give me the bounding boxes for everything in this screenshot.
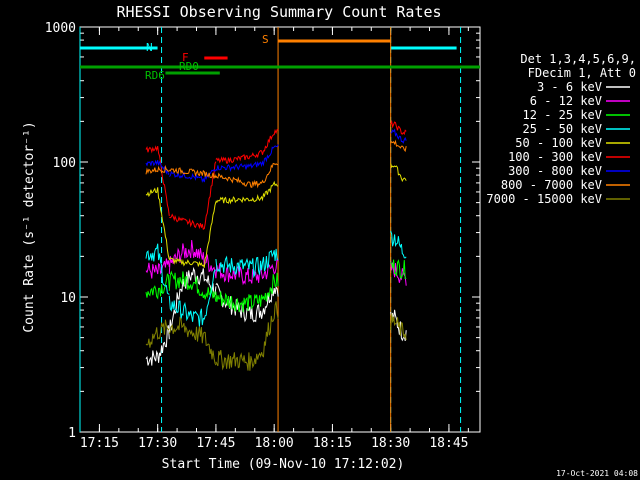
series-line-1 bbox=[215, 257, 279, 286]
legend-header-line-1: Det 1,3,4,5,6,9, bbox=[520, 52, 636, 66]
series-line-5 bbox=[390, 120, 407, 136]
legend-label: 300 - 800 keV bbox=[508, 164, 602, 178]
x-tick-label: 17:15 bbox=[80, 436, 119, 451]
legend-label: 6 - 12 keV bbox=[530, 94, 602, 108]
series-line-7 bbox=[215, 162, 279, 189]
series-line-7 bbox=[390, 139, 407, 153]
series-line-7 bbox=[145, 164, 170, 175]
series-line-2 bbox=[145, 273, 170, 300]
series-line-8 bbox=[168, 316, 217, 366]
series-line-4 bbox=[215, 180, 279, 205]
legend-label: 100 - 300 keV bbox=[508, 150, 602, 164]
legend-label: 7000 - 15000 keV bbox=[486, 192, 602, 206]
flag-label-f: F bbox=[182, 51, 189, 64]
series-line-6 bbox=[390, 128, 407, 144]
y-axis-label: Count Rate (s⁻¹ detector⁻¹) bbox=[22, 121, 37, 332]
y-tick-label: 10 bbox=[60, 291, 76, 306]
series-line-4 bbox=[390, 163, 407, 183]
plot-layer: 1 10 100 1000 17:15 17:30 17:45 18:00 18:15 18:30… bbox=[45, 21, 481, 451]
series-line-3 bbox=[390, 231, 407, 259]
flag-label-rd0: RD0 bbox=[179, 60, 199, 73]
x-tick-label: 18:30 bbox=[371, 436, 410, 451]
y-tick-label: 1 bbox=[68, 426, 76, 441]
x-axis-label: Start Time (09-Nov-10 17:12:02) bbox=[162, 457, 405, 472]
series-line-4 bbox=[168, 201, 217, 268]
y-tick-label: 1000 bbox=[45, 21, 76, 36]
series-line-5 bbox=[145, 145, 170, 217]
series-line-2 bbox=[168, 270, 217, 302]
chart-title: RHESSI Observing Summary Count Rates bbox=[116, 3, 441, 21]
legend-label: 800 - 7000 keV bbox=[501, 178, 602, 192]
series-line-5 bbox=[169, 161, 217, 230]
x-tick-label: 18:00 bbox=[255, 436, 294, 451]
legend-label: 3 - 6 keV bbox=[537, 80, 602, 94]
series-line-6 bbox=[215, 144, 279, 173]
series-line-5 bbox=[215, 128, 279, 164]
series-line-0 bbox=[215, 282, 279, 323]
series-line-1 bbox=[145, 258, 170, 279]
flag-label-s: S bbox=[262, 33, 269, 46]
x-tick-label: 18:45 bbox=[429, 436, 468, 451]
series-line-8 bbox=[390, 313, 407, 341]
series-line-6 bbox=[168, 168, 217, 183]
series-line-0 bbox=[145, 325, 170, 366]
series-line-0 bbox=[168, 266, 217, 334]
flag-label-rd6: RD6 bbox=[145, 69, 165, 82]
legend-label: 25 - 50 keV bbox=[523, 122, 602, 136]
series-line-8 bbox=[145, 319, 170, 348]
legend-label: 50 - 100 keV bbox=[515, 136, 602, 150]
x-tick-label: 17:45 bbox=[196, 436, 235, 451]
series-line-3 bbox=[168, 269, 217, 327]
series-line-2 bbox=[215, 272, 279, 313]
series-line-3 bbox=[145, 243, 170, 295]
legend-header-line-2: FDecim 1, Att 0 bbox=[528, 66, 636, 80]
series-line-2 bbox=[390, 259, 407, 280]
x-tick-label: 18:15 bbox=[313, 436, 352, 451]
legend-label: 12 - 25 keV bbox=[523, 108, 602, 122]
series-line-4 bbox=[145, 187, 170, 260]
series-line-7 bbox=[168, 167, 217, 179]
footer-timestamp: 17-Oct-2021 04:08 bbox=[556, 469, 638, 478]
flag-label-n: N bbox=[146, 41, 153, 54]
plot-frame bbox=[79, 26, 481, 433]
y-tick-label: 100 bbox=[53, 156, 76, 171]
series-line-8 bbox=[215, 301, 279, 371]
series-line-6 bbox=[145, 159, 170, 175]
series-line-3 bbox=[215, 248, 279, 279]
x-tick-label: 17:30 bbox=[138, 436, 177, 451]
